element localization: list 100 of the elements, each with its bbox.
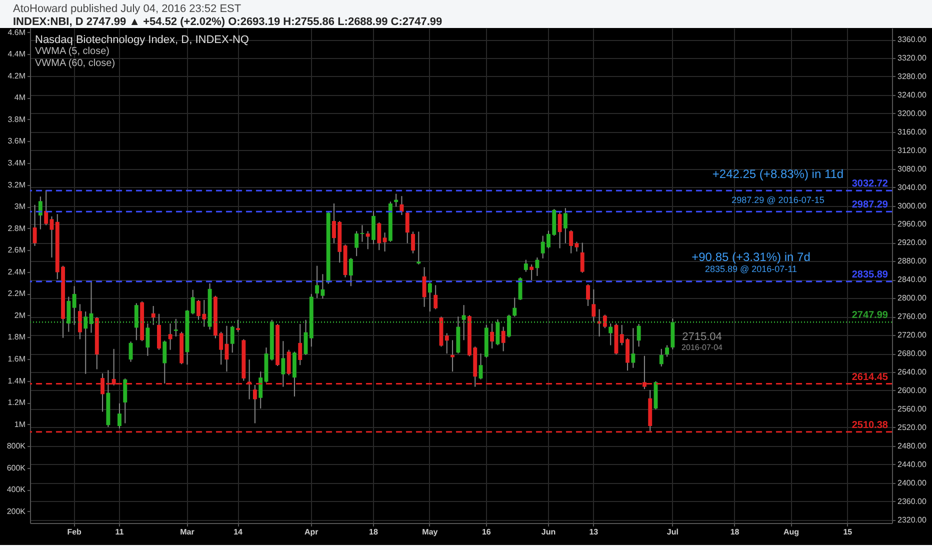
- candlestick: [38, 196, 42, 230]
- candlestick: [524, 259, 528, 272]
- y-tick-label: 3120.00: [898, 146, 927, 155]
- y-tick-label: 2720.00: [898, 330, 927, 340]
- candlestick: [462, 304, 466, 341]
- y2-tick-label: 800K: [6, 442, 26, 451]
- y2-tick-label: 3.2M: [8, 180, 26, 190]
- y-tick-label: 3360.00: [898, 35, 927, 44]
- candlestick: [377, 222, 382, 251]
- y2-tick-label: 4.6M: [8, 28, 26, 37]
- x-tick-label: 14: [234, 528, 244, 536]
- y-tick-label: 2400.00: [898, 478, 927, 488]
- y-tick-label: 2640.00: [898, 368, 927, 377]
- y-tick-label: 2560.00: [898, 404, 927, 414]
- y2-tick-label: 3.8M: [8, 114, 26, 124]
- candlestick: [563, 208, 568, 244]
- y-tick-label: 2680.00: [898, 349, 927, 358]
- y-tick-label: 2320.00: [898, 515, 927, 524]
- y2-tick-label: 4M: [14, 93, 26, 102]
- candlestick: [580, 242, 584, 274]
- candlestick: [411, 231, 415, 254]
- y-tick-label: 3200.00: [898, 108, 927, 118]
- y-tick-label: 2760.00: [898, 312, 927, 322]
- candlestick: [66, 296, 71, 332]
- x-tick-label: 16: [482, 528, 492, 536]
- y-tick-label: 2480.00: [898, 441, 927, 450]
- candlestick: [366, 230, 370, 250]
- candlestick: [405, 211, 410, 244]
- annotation: 2835.89 @ 2016-07-11: [704, 264, 798, 274]
- candlestick: [168, 323, 172, 350]
- candlestick: [631, 328, 636, 368]
- y2-tick-label: 600K: [6, 463, 26, 472]
- annotation: VWMA (60, close): [35, 58, 116, 69]
- annotation: 2016-07-04: [682, 343, 724, 352]
- candlestick: [174, 318, 178, 337]
- x-tick-label: Mar: [180, 528, 194, 536]
- candlestick: [586, 284, 590, 306]
- candlestick: [348, 257, 353, 287]
- y2-tick-label: 1M: [14, 420, 26, 429]
- y2-tick-label: 3.4M: [8, 158, 26, 168]
- candlestick: [496, 318, 500, 346]
- candlestick: [298, 323, 302, 366]
- candlestick: [32, 204, 37, 246]
- y-tick-label: 3160.00: [898, 127, 927, 136]
- candlestick: [281, 340, 286, 388]
- candlestick: [530, 264, 534, 281]
- y2-tick-label: 2.2M: [8, 289, 26, 298]
- candlestick: [659, 348, 664, 367]
- candlestick: [230, 325, 234, 354]
- y2-tick-label: 3M: [14, 202, 26, 212]
- y-tick-label: 2800.00: [898, 294, 927, 303]
- candlestick: [162, 340, 167, 384]
- ref-line-label: 2835.89: [852, 270, 888, 281]
- ref-line-label: 2510.38: [852, 420, 888, 431]
- y-tick-label: 2840.00: [898, 275, 927, 284]
- candlestick: [428, 282, 432, 312]
- y2-tick-label: 2.8M: [8, 224, 26, 233]
- candlestick: [78, 304, 82, 340]
- candlestick: [286, 349, 291, 376]
- candlestick: [507, 314, 511, 338]
- candlestick: [535, 256, 540, 276]
- y-tick-label: 2600.00: [898, 386, 927, 395]
- candlestick: [422, 266, 426, 308]
- x-tick-label: Jul: [666, 528, 678, 536]
- annotation: +242.25 (+8.83%) in 11d: [712, 167, 844, 181]
- y-tick-label: 2880.00: [898, 256, 927, 266]
- candlestick: [608, 323, 613, 346]
- candlestick: [123, 378, 128, 424]
- annotation: 2987.29 @ 2016-07-15: [732, 195, 824, 205]
- y2-tick-label: 1.8M: [8, 332, 26, 342]
- candlestick: [501, 326, 506, 352]
- ref-line-label: 2747.99: [852, 310, 888, 322]
- y-tick-label: 2520.00: [898, 422, 927, 432]
- candlestick: [258, 371, 263, 409]
- annotation: +90.85 (+3.31%) in 7d: [692, 250, 810, 264]
- annotation: 2715.04: [682, 331, 722, 343]
- candlestick: [558, 211, 562, 249]
- chart-subtitle: INDEX:NBI, D 2747.99 ▲ +54.52 (+2.02%) O:2693.19 H:2755.86 L:2688.99 C:2747.99: [13, 16, 442, 28]
- candlestick: [592, 288, 596, 322]
- candlestick: [84, 311, 88, 374]
- x-tick-label: 18: [369, 528, 378, 536]
- y2-tick-label: 400K: [6, 485, 26, 494]
- x-tick-label: 11: [115, 528, 124, 536]
- annotation: VWMA (5, close): [35, 46, 110, 57]
- y-tick-label: 2960.00: [898, 220, 927, 229]
- y-tick-label: 2440.00: [898, 460, 927, 469]
- y-tick-label: 2920.00: [898, 238, 927, 248]
- y-tick-label: 3080.00: [898, 164, 927, 174]
- candlestick: [636, 323, 641, 348]
- candlestick: [252, 384, 257, 424]
- y2-tick-label: 4.4M: [8, 50, 26, 59]
- y2-tick-label: 3.6M: [8, 136, 26, 146]
- x-tick-label: 13: [589, 528, 599, 536]
- candlestick: [236, 319, 240, 332]
- x-tick-label: 15: [843, 528, 853, 536]
- candlestick: [157, 313, 161, 350]
- candlestick: [146, 323, 150, 356]
- x-tick-label: Apr: [304, 528, 318, 536]
- x-tick-label: Feb: [67, 528, 82, 536]
- x-tick-label: Aug: [783, 528, 800, 536]
